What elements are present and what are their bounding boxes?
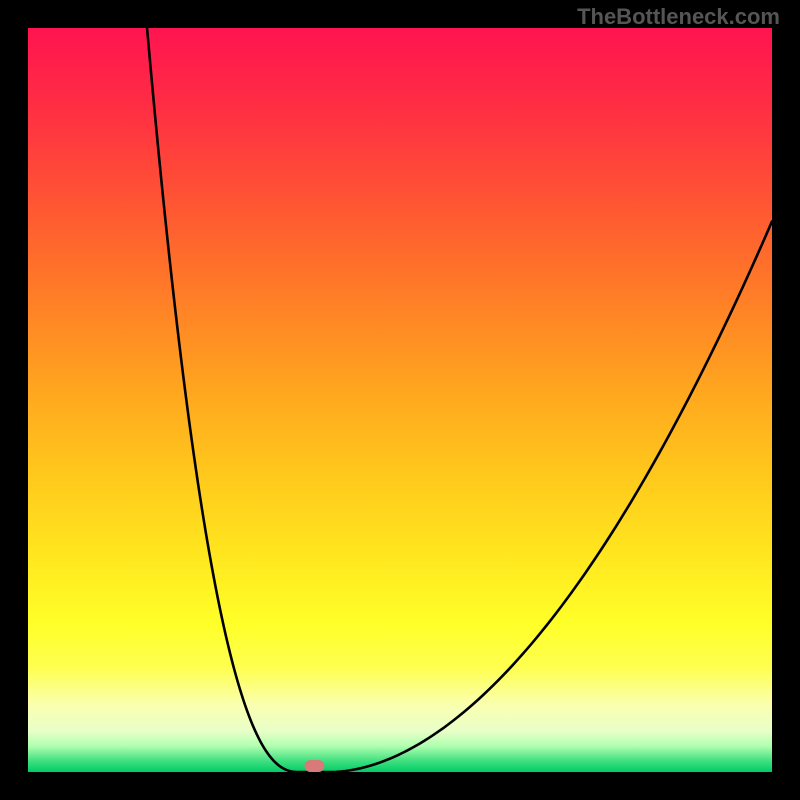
bottleneck-chart [0,0,800,800]
minimum-marker [304,760,324,772]
watermark-text: TheBottleneck.com [577,4,780,30]
chart-container: TheBottleneck.com [0,0,800,800]
plot-area [28,28,772,772]
